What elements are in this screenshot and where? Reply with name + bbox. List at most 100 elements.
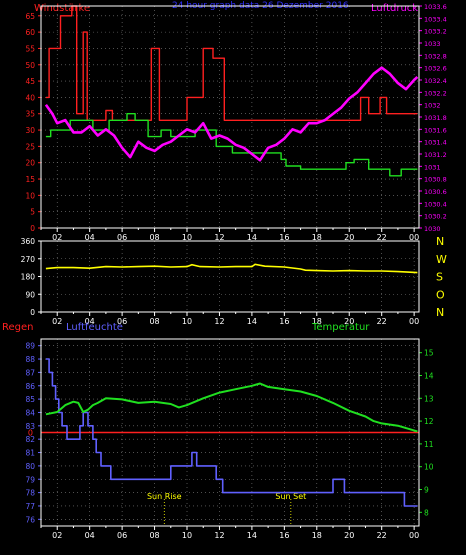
y-tick-label: 60 [25,28,35,37]
x-tick-label: 14 [247,233,257,242]
y-right-tick-label: 1033.2 [424,28,447,36]
y-right-tick-label: 1033 [424,40,441,48]
y-tick-label: 88 [25,355,35,364]
y-tick-label: 82 [25,435,35,444]
y-tick-label: 78 [25,489,35,498]
x-tick-label: 06 [117,317,127,326]
y-tick-label: 270 [21,255,36,264]
x-tick-label: 00 [409,317,419,326]
y-right-tick-label: 1031 [424,163,441,171]
y-right-tick-label: 11 [424,440,434,449]
y-tick-label: 10 [25,191,35,200]
rain-humidity-temperature-panel: 02 04 06 08 10 12 14 16 18 20 22 007677787980818283… [25,338,434,540]
x-tick-label: 00 [409,233,419,242]
y-tick-label: 0 [30,308,35,317]
y-tick-label: 89 [25,342,35,351]
y-tick-label: 25 [25,142,35,151]
plot-frame [40,5,420,229]
y-tick-label: 76 [25,515,35,524]
y-tick-label: 30 [25,126,35,135]
y-tick-label: 80 [25,462,35,471]
y-right-tick-label: 9 [424,486,429,495]
x-tick-label: 20 [344,531,354,540]
y-right-tick-label: 1030.8 [424,176,447,184]
x-tick-label: 16 [279,531,289,540]
y-tick-label: 79 [25,475,35,484]
y-tick-label: 45 [25,77,35,86]
y-tick-label: 77 [25,502,35,511]
temperature-label: Temperatur [311,322,370,333]
y-right-tick-label: 1030.4 [424,200,447,208]
wind-axis-label: Windstärke [34,3,90,14]
x-tick-label: 14 [247,317,257,326]
x-tick-label: 12 [214,233,224,242]
x-tick-label: 08 [149,233,159,242]
y-tick-label: 20 [25,159,35,168]
x-tick-label: 16 [279,233,289,242]
y-right-tick-label: 1032.6 [424,65,447,73]
y-tick-label: 5 [30,208,35,217]
wind-pressure-panel: 02 04 06 08 10 12 14 16 18 20 22 000510152025303540… [25,3,446,242]
compass-label: N [436,235,444,248]
x-tick-label: 02 [52,317,62,326]
y-right-tick-label: 1030 [424,225,441,233]
y-right-tick-label: 1031.2 [424,151,447,159]
x-tick-label: 00 [409,531,419,540]
y-right-tick-label: 1033.4 [424,15,447,23]
plot-frame [40,240,420,313]
y-right-tick-label: 1032.8 [424,52,447,60]
y-tick-label: 50 [25,61,35,70]
x-tick-label: 08 [149,317,159,326]
y-right-tick-label: 1030.6 [424,188,447,196]
y-tick-label: 87 [25,368,35,377]
y-tick-label: 0 [30,224,35,233]
pressure-axis-label: Luftdruck [371,3,418,14]
y-right-tick-label: 14 [424,371,434,380]
y-tick-label: 81 [25,449,35,458]
y-tick-label: 360 [21,237,36,246]
y-tick-label: 15 [25,175,35,184]
y-tick-label: 86 [25,382,35,391]
y-right-tick-label: 1030.2 [424,213,447,221]
rain-zero-label: 0 [28,429,33,438]
compass-label: O [436,288,445,301]
x-tick-label: 02 [52,233,62,242]
compass-label: S [436,271,443,284]
x-tick-label: 08 [149,531,159,540]
y-right-tick-label: 13 [424,394,434,403]
x-tick-label: 22 [377,531,387,540]
y-right-tick-label: 1031.8 [424,114,447,122]
wind-direction-line [45,263,418,274]
x-tick-label: 14 [247,531,257,540]
pressure-line [44,66,419,162]
y-tick-label: 83 [25,422,35,431]
humidity-label: Luftfeuchte [66,322,123,333]
x-tick-label: 12 [214,317,224,326]
y-right-tick-label: 1032.2 [424,89,447,97]
compass-label: W [436,253,447,266]
x-tick-label: 20 [344,233,354,242]
x-tick-label: 16 [279,317,289,326]
x-tick-label: 10 [182,531,192,540]
x-tick-label: 12 [214,531,224,540]
rain-label: Regen [2,322,34,333]
x-tick-label: 04 [85,531,95,540]
y-right-tick-label: 8 [424,508,429,517]
y-tick-label: 55 [25,44,35,53]
x-tick-label: 22 [377,317,387,326]
x-tick-label: 22 [377,233,387,242]
x-tick-label: 10 [182,317,192,326]
temperature-line [45,382,418,433]
y-tick-label: 90 [25,290,35,299]
y-tick-label: 180 [21,273,36,282]
x-tick-label: 06 [117,233,127,242]
plot-frame [40,338,420,527]
x-tick-label: 02 [52,531,62,540]
y-right-tick-label: 1031.4 [424,139,447,147]
y-right-tick-label: 12 [424,417,434,426]
y-right-tick-label: 1031.6 [424,126,447,134]
y-right-tick-label: 1032.4 [424,77,447,85]
